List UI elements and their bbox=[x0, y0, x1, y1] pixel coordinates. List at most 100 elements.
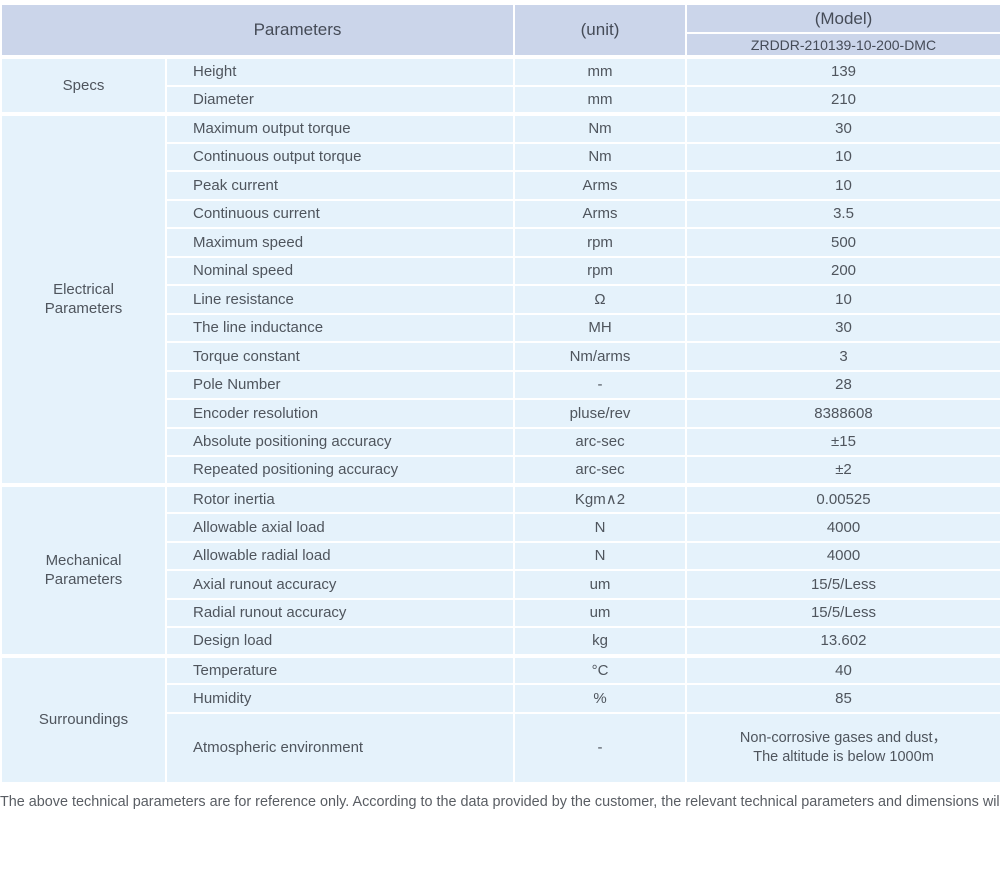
model-header-cell: (Model) bbox=[685, 3, 1000, 34]
parameter-cell: Encoder resolution bbox=[165, 398, 515, 429]
value-cell: ±15 bbox=[685, 426, 1000, 457]
value-cell: 15/5/Less bbox=[685, 569, 1000, 600]
parameter-cell: Height bbox=[165, 55, 515, 87]
model-number-cell: ZRDDR-210139-10-200-DMC bbox=[685, 32, 1000, 58]
unit-cell: Kgm∧2 bbox=[513, 482, 687, 514]
parameter-cell: Allowable axial load bbox=[165, 512, 515, 543]
parameter-cell: Design load bbox=[165, 626, 515, 657]
value-cell: 40 bbox=[685, 653, 1000, 685]
unit-cell: Arms bbox=[513, 170, 687, 201]
value-cell: 210 bbox=[685, 84, 1000, 115]
parameter-cell: Axial runout accuracy bbox=[165, 569, 515, 600]
spec-row: Torque constant Nm/arms 3 bbox=[1, 341, 1000, 372]
spec-row: Continuous output torque Nm 10 bbox=[1, 141, 1000, 172]
spec-row: Peak current Arms 10 bbox=[1, 170, 1000, 201]
parameter-cell: Absolute positioning accuracy bbox=[165, 426, 515, 457]
header-row-2: ZRDDR-210139-10-200-DMC bbox=[1, 32, 1000, 58]
parameter-cell: Continuous output torque bbox=[165, 141, 515, 172]
value-cell: 85 bbox=[685, 683, 1000, 714]
parameter-cell: Line resistance bbox=[165, 284, 515, 315]
parameter-cell: Maximum speed bbox=[165, 227, 515, 258]
spec-sheet-page: Parameters (unit) (Model) ZRDDR-210139-1… bbox=[0, 3, 1000, 810]
unit-header-cell: (unit) bbox=[513, 3, 687, 58]
unit-cell: Nm/arms bbox=[513, 341, 687, 372]
spec-row: Diameter mm 210 bbox=[1, 84, 1000, 115]
spec-row: Absolute positioning accuracy arc-sec ±15 bbox=[1, 426, 1000, 457]
unit-cell: kg bbox=[513, 626, 687, 657]
parameter-cell: Repeated positioning accuracy bbox=[165, 455, 515, 486]
unit-cell: rpm bbox=[513, 227, 687, 258]
value-cell: 13.602 bbox=[685, 626, 1000, 657]
parameter-cell: Continuous current bbox=[165, 198, 515, 229]
value-cell: 200 bbox=[685, 255, 1000, 286]
unit-cell: Nm bbox=[513, 112, 687, 144]
parameter-cell: Nominal speed bbox=[165, 255, 515, 286]
value-cell: ±2 bbox=[685, 455, 1000, 486]
spec-row: Radial runout accuracy um 15/5/Less bbox=[1, 597, 1000, 628]
unit-cell: N bbox=[513, 540, 687, 571]
unit-cell: Ω bbox=[513, 284, 687, 315]
unit-cell: Nm bbox=[513, 141, 687, 172]
unit-cell: arc-sec bbox=[513, 426, 687, 457]
footer-note: The above technical parameters are for r… bbox=[0, 793, 1000, 810]
unit-cell: um bbox=[513, 597, 687, 628]
parameter-cell: Torque constant bbox=[165, 341, 515, 372]
category-cell: Mechanical Parameters bbox=[0, 482, 167, 657]
value-cell: 30 bbox=[685, 312, 1000, 343]
value-cell: 4000 bbox=[685, 512, 1000, 543]
value-cell: 8388608 bbox=[685, 398, 1000, 429]
category-cell: Electrical Parameters bbox=[0, 112, 167, 486]
value-cell: 500 bbox=[685, 227, 1000, 258]
value-cell: 3 bbox=[685, 341, 1000, 372]
parameter-cell: Temperature bbox=[165, 653, 515, 685]
spec-row: Maximum speed rpm 500 bbox=[1, 227, 1000, 258]
value-cell: 0.00525 bbox=[685, 482, 1000, 514]
parameter-cell: Allowable radial load bbox=[165, 540, 515, 571]
spec-row: Repeated positioning accuracy arc-sec ±2 bbox=[1, 455, 1000, 486]
value-cell: 10 bbox=[685, 141, 1000, 172]
spec-row: Electrical Parameters Maximum output torq… bbox=[0, 112, 1000, 486]
unit-cell: °C bbox=[513, 653, 687, 685]
value-cell: 30 bbox=[685, 112, 1000, 144]
spec-row: Humidity% 85 bbox=[1, 683, 1000, 714]
category-cell: Specs bbox=[0, 55, 167, 115]
spec-table: Parameters (unit) (Model) ZRDDR-210139-1… bbox=[0, 3, 1000, 784]
value-cell: 15/5/Less bbox=[685, 597, 1000, 628]
unit-cell: pluse/rev bbox=[513, 398, 687, 429]
header-row-1: Parameters (unit) (Model) bbox=[0, 3, 1000, 58]
unit-cell: - bbox=[513, 711, 687, 784]
unit-cell: N bbox=[513, 512, 687, 543]
spec-row: The line inductance MH 30 bbox=[1, 312, 1000, 343]
parameter-cell: Maximum output torque bbox=[165, 112, 515, 144]
value-cell: Non-corrosive gases and dust， The altitu… bbox=[685, 711, 1000, 784]
unit-cell: um bbox=[513, 569, 687, 600]
unit-cell: MH bbox=[513, 312, 687, 343]
table-header: Parameters (unit) (Model) ZRDDR-210139-1… bbox=[0, 3, 1000, 58]
parameter-cell: Humidity bbox=[165, 683, 515, 714]
unit-cell: arc-sec bbox=[513, 455, 687, 486]
parameters-header-cell: Parameters bbox=[0, 3, 515, 58]
category-cell: Surroundings bbox=[0, 653, 167, 784]
parameter-cell: Diameter bbox=[165, 84, 515, 115]
value-cell: 10 bbox=[685, 284, 1000, 315]
value-cell: 4000 bbox=[685, 540, 1000, 571]
spec-row: Allowable axial load N 4000 bbox=[1, 512, 1000, 543]
value-cell: 3.5 bbox=[685, 198, 1000, 229]
value-cell: 28 bbox=[685, 369, 1000, 400]
parameter-cell: Peak current bbox=[165, 170, 515, 201]
unit-cell: mm bbox=[513, 84, 687, 115]
spec-row: Line resistance Ω 10 bbox=[1, 284, 1000, 315]
value-cell: 139 bbox=[685, 55, 1000, 87]
spec-row: Surroundings Temperature °C 40 bbox=[0, 653, 1000, 784]
spec-row: Mechanical Parameters Rotor inertia Kgm∧2 0… bbox=[0, 482, 1000, 657]
spec-row: Atmospheric environment - Non-corrosive ga… bbox=[1, 711, 1000, 784]
spec-row: Axial runout accuracy um 15/5/Less bbox=[1, 569, 1000, 600]
parameter-cell: Pole Number bbox=[165, 369, 515, 400]
spec-row: Encoder resolution pluse/rev 8388608 bbox=[1, 398, 1000, 429]
unit-cell: - bbox=[513, 369, 687, 400]
spec-row: Specs Height mm 139 bbox=[0, 55, 1000, 115]
spec-row: Continuous current Arms 3.5 bbox=[1, 198, 1000, 229]
table-body: Specs Height mm 139 Diameter mm 210 Electrical … bbox=[0, 55, 1000, 784]
parameter-cell: Radial runout accuracy bbox=[165, 597, 515, 628]
parameter-cell: Rotor inertia bbox=[165, 482, 515, 514]
